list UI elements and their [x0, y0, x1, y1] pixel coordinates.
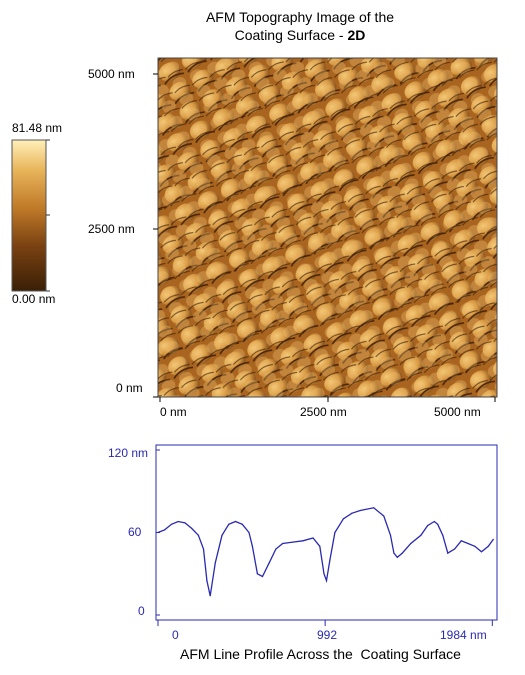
- profile-point: [191, 527, 193, 529]
- profile-point: [442, 534, 444, 536]
- profile-point: [275, 548, 277, 550]
- profile-point: [474, 545, 476, 547]
- image-ytick-label-0: 0 nm: [116, 381, 143, 395]
- profile-title: AFM Line Profile Across the Coating Surf…: [180, 646, 461, 662]
- profile-point: [487, 545, 489, 547]
- profile-ytick-label-60: 60: [128, 525, 142, 539]
- profile-xtick-label-0: 0: [172, 628, 179, 642]
- profile-point: [401, 552, 403, 554]
- profile-point: [234, 520, 237, 523]
- profile-point: [383, 515, 385, 517]
- colorbar-min-label: 0.00 nm: [12, 292, 56, 306]
- profile-point: [325, 580, 328, 582]
- image-xtick-label-5000: 5000 nm: [434, 405, 481, 419]
- profile-point: [214, 562, 216, 564]
- profile-plot-frame: [155, 444, 498, 621]
- profile-points: [157, 507, 494, 597]
- profile-point: [206, 580, 208, 582]
- profile-point: [170, 523, 173, 525]
- profile-point: [467, 542, 469, 545]
- profile-point: [437, 523, 439, 525]
- profile-point: [282, 542, 284, 545]
- profile-point: [433, 520, 435, 523]
- profile-ytick-label-120: 120 nm: [108, 446, 149, 460]
- profile-point: [427, 525, 429, 527]
- profile-point: [241, 523, 243, 525]
- profile-point: [184, 522, 186, 524]
- profile-point: [373, 507, 375, 509]
- profile-point: [492, 538, 494, 540]
- profile-point: [393, 552, 395, 554]
- profile-point: [268, 562, 270, 564]
- afm-image-title-line2: Coating Surface - 2D: [150, 26, 450, 44]
- profile-point: [389, 534, 392, 536]
- profile-point: [312, 537, 314, 539]
- profile-point: [359, 509, 361, 512]
- profile-point: [396, 556, 398, 558]
- afm-image-title-line2-text: Coating Surface -: [234, 27, 348, 43]
- profile-point: [460, 540, 462, 542]
- profile-point: [351, 512, 353, 514]
- profile-xtick-label-992: 992: [317, 628, 338, 642]
- profile-point: [202, 548, 205, 550]
- image-xtick-label-0: 0 nm: [160, 405, 187, 419]
- afm-image-title: AFM Topography Image of the Coating Surf…: [150, 8, 450, 44]
- profile-point: [261, 575, 264, 578]
- profile-point: [319, 545, 321, 547]
- profile-point: [420, 534, 422, 536]
- profile-point: [329, 559, 331, 561]
- profile-point: [209, 595, 211, 597]
- profile-xtick-label-1984: 1984 nm: [440, 628, 487, 642]
- profile-point: [453, 548, 456, 550]
- profile-point: [256, 573, 259, 575]
- profile-point: [292, 541, 294, 543]
- profile-point: [251, 545, 253, 547]
- image-ytick-label-5000: 5000 nm: [88, 67, 135, 81]
- profile-point: [447, 552, 449, 554]
- profile-point: [197, 534, 200, 536]
- profile-point: [228, 523, 230, 525]
- profile-point: [164, 529, 166, 531]
- colorbar-max-label: 81.48 nm: [12, 121, 63, 135]
- profile-point: [334, 531, 336, 534]
- profile-point: [177, 520, 179, 523]
- profile-point: [323, 573, 325, 575]
- afm-image-title-2d: 2D: [347, 27, 366, 43]
- image-ytick-label-2500: 2500 nm: [88, 222, 135, 236]
- profile-point: [480, 551, 483, 553]
- profile-point: [221, 534, 223, 536]
- profile-point: [342, 518, 344, 520]
- profile-point: [248, 531, 250, 534]
- profile-point: [302, 540, 304, 542]
- profile-ytick-label-0: 0: [138, 604, 145, 618]
- profile-point: [157, 531, 159, 534]
- image-xtick-label-2500: 2500 nm: [300, 405, 347, 419]
- afm-image-title-line1: AFM Topography Image of the: [205, 9, 395, 25]
- colorbar: [11, 139, 47, 292]
- afm-topography-image: [157, 57, 498, 398]
- profile-point: [410, 542, 412, 545]
